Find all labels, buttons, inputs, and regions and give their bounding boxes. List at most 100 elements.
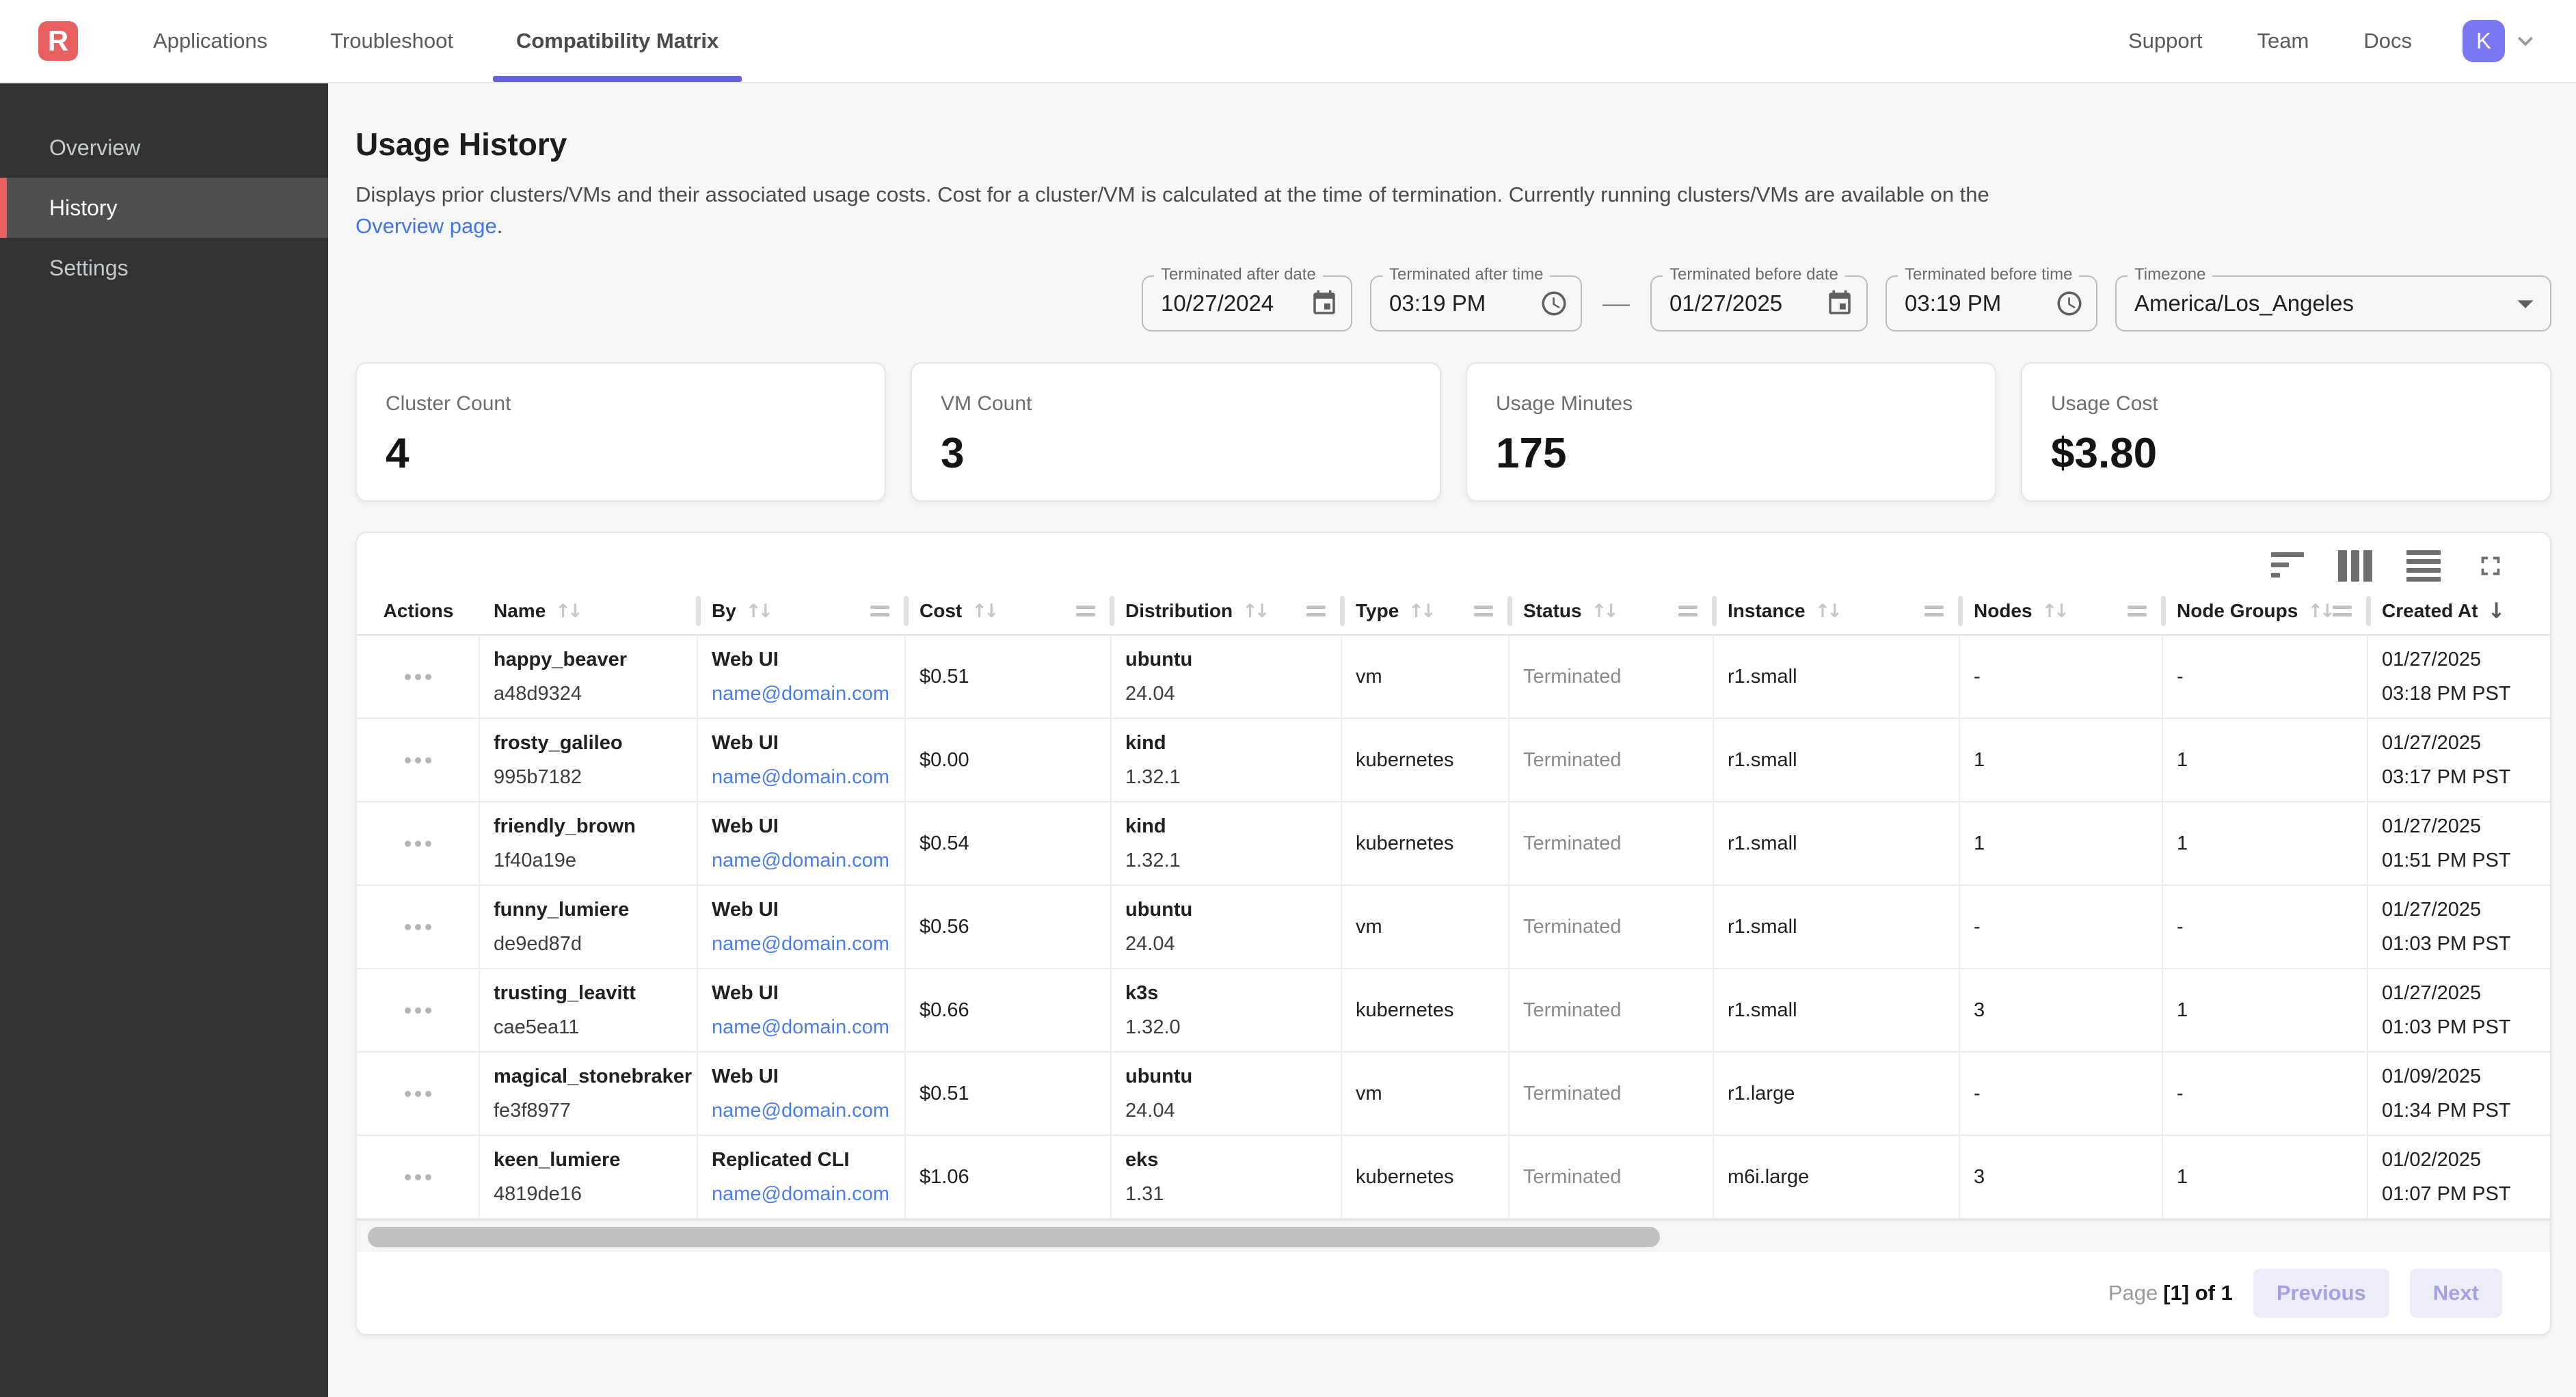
calendar-icon[interactable] — [1825, 289, 1854, 318]
nodes-cell: - — [1960, 1053, 2163, 1135]
terminated-after-date-field[interactable]: Terminated after date 10/27/2024 — [1142, 265, 1352, 331]
nav-link-team[interactable]: Team — [2257, 29, 2309, 53]
sidebar-item-overview[interactable]: Overview — [49, 135, 141, 160]
table-row: happy_beaver a48d9324 Web UI name@domain… — [357, 636, 2550, 719]
clock-icon[interactable] — [1540, 289, 1568, 318]
column-menu-icon[interactable] — [870, 606, 889, 616]
field-label: Terminated after date — [1154, 265, 1323, 284]
terminated-before-time-field[interactable]: Terminated before time 03:19 PM — [1886, 265, 2097, 331]
nav-link-support[interactable]: Support — [2128, 29, 2203, 53]
nav-link-docs[interactable]: Docs — [2363, 29, 2412, 53]
column-header-status[interactable]: Status ↑↓ — [1510, 588, 1717, 634]
terminated-after-time-field[interactable]: Terminated after time 03:19 PM — [1370, 265, 1582, 331]
column-separator[interactable] — [1340, 596, 1345, 626]
replicated-logo[interactable]: R — [38, 21, 78, 61]
density-icon[interactable] — [2406, 550, 2441, 582]
more-actions-button[interactable] — [395, 831, 441, 856]
sidebar-item-settings[interactable]: Settings — [49, 255, 129, 280]
column-menu-icon[interactable] — [1306, 606, 1326, 616]
nav-item-troubleshoot[interactable]: Troubleshoot — [330, 29, 453, 53]
more-actions-button[interactable] — [395, 664, 441, 690]
column-header-nodes[interactable]: Nodes ↑↓ — [1960, 588, 2166, 634]
column-separator[interactable] — [2366, 596, 2371, 626]
sort-icon[interactable]: ↑↓ — [1591, 600, 1619, 622]
nav-item-applications[interactable]: Applications — [153, 29, 268, 53]
horizontal-scrollbar[interactable] — [357, 1219, 2550, 1252]
column-separator[interactable] — [1507, 596, 1512, 626]
cluster-name: frosty_galileo — [494, 731, 623, 754]
more-actions-button[interactable] — [395, 1165, 441, 1190]
nav-item-compatibility-matrix[interactable]: Compatibility Matrix — [485, 0, 750, 82]
more-actions-button[interactable] — [395, 748, 441, 773]
column-menu-icon[interactable] — [1076, 606, 1095, 616]
clock-icon[interactable] — [2055, 289, 2084, 318]
column-menu-icon[interactable] — [1678, 606, 1698, 616]
column-separator[interactable] — [696, 596, 701, 626]
previous-page-button[interactable]: Previous — [2253, 1269, 2389, 1318]
sort-icon[interactable]: ↑↓ — [2307, 600, 2335, 622]
distribution-name: k3s — [1125, 981, 1159, 1004]
column-header-instance[interactable]: Instance ↑↓ — [1714, 588, 1963, 634]
timezone-select[interactable]: Timezone America/Los_Angeles — [2115, 265, 2551, 331]
more-actions-button[interactable] — [395, 1081, 441, 1107]
column-header-by[interactable]: By ↑↓ — [698, 588, 909, 634]
column-separator[interactable] — [1958, 596, 1963, 626]
column-header-node-groups[interactable]: Node Groups ↑↓ — [2163, 588, 2371, 634]
stat-card-vm-count: VM Count 3 — [911, 362, 1441, 502]
sort-icon[interactable]: ↑↓ — [2041, 600, 2069, 622]
name-cell: frosty_galileo 995b7182 — [480, 719, 698, 801]
created-at-cell: 01/27/2025 01:03 PM PST — [2368, 969, 2550, 1051]
column-menu-icon[interactable] — [2128, 606, 2147, 616]
sort-icon[interactable]: ↑↓ — [1408, 600, 1436, 622]
column-separator[interactable] — [1712, 596, 1717, 626]
sort-icon[interactable]: ↑↓ — [745, 600, 773, 622]
sidebar-item-history[interactable]: History — [0, 178, 328, 238]
sort-icon[interactable]: ↑↓ — [971, 600, 999, 622]
column-header-name[interactable]: Name ↑↓ — [480, 588, 701, 634]
sort-desc-icon[interactable]: ↓ — [2487, 599, 2506, 623]
column-header-cost[interactable]: Cost ↑↓ — [906, 588, 1114, 634]
created-by-email-link[interactable]: name@domain.com — [712, 849, 889, 871]
node-groups-value: - — [2177, 915, 2184, 938]
column-menu-icon[interactable] — [1924, 606, 1944, 616]
created-by-email-link[interactable]: name@domain.com — [712, 765, 889, 788]
created-by-email-link[interactable]: name@domain.com — [712, 1016, 889, 1038]
cost-cell: $1.06 — [906, 1136, 1112, 1218]
terminated-before-date-field[interactable]: Terminated before date 01/27/2025 — [1650, 265, 1868, 331]
filter-icon[interactable] — [2271, 552, 2304, 580]
status-value: Terminated — [1523, 748, 1622, 771]
created-by-email-link[interactable]: name@domain.com — [712, 682, 889, 705]
column-separator[interactable] — [1110, 596, 1114, 626]
created-by-email-link[interactable]: name@domain.com — [712, 1099, 889, 1122]
column-menu-icon[interactable] — [1474, 606, 1493, 616]
next-page-button[interactable]: Next — [2409, 1269, 2502, 1318]
field-label: Terminated before time — [1898, 265, 2080, 284]
dropdown-arrow-icon[interactable] — [2506, 284, 2545, 323]
stat-label: Usage Cost — [2051, 392, 2158, 415]
created-time: 03:18 PM PST — [2382, 682, 2511, 705]
created-by-email-link[interactable]: name@domain.com — [712, 932, 889, 955]
fullscreen-icon[interactable] — [2475, 550, 2506, 582]
scrollbar-thumb[interactable] — [368, 1227, 1660, 1247]
usage-history-table-card: Actions Name ↑↓ By ↑↓ Cost ↑↓ Distribution ↑… — [355, 532, 2551, 1335]
created-by-email-link[interactable]: name@domain.com — [712, 1182, 889, 1205]
column-separator[interactable] — [2161, 596, 2166, 626]
type-cell: kubernetes — [1342, 802, 1510, 884]
calendar-icon[interactable] — [1310, 289, 1339, 318]
column-menu-icon[interactable] — [2333, 606, 2352, 616]
more-actions-button[interactable] — [395, 998, 441, 1023]
nodes-cell: 3 — [1960, 1136, 2163, 1218]
sort-icon[interactable]: ↑↓ — [1242, 600, 1270, 622]
column-separator[interactable] — [904, 596, 909, 626]
more-actions-button[interactable] — [395, 914, 441, 940]
sort-icon[interactable]: ↑↓ — [555, 600, 582, 622]
column-header-distribution[interactable]: Distribution ↑↓ — [1112, 588, 1345, 634]
sort-icon[interactable]: ↑↓ — [1814, 600, 1842, 622]
overview-page-link[interactable]: Overview page — [355, 214, 497, 238]
column-header-type[interactable]: Type ↑↓ — [1342, 588, 1512, 634]
column-header-created-at[interactable]: Created At ↓ — [2382, 599, 2506, 623]
chevron-down-icon[interactable] — [2510, 26, 2540, 56]
avatar[interactable]: K — [2463, 20, 2505, 62]
columns-icon[interactable] — [2338, 550, 2373, 582]
cost-cell: $0.51 — [906, 1053, 1112, 1135]
